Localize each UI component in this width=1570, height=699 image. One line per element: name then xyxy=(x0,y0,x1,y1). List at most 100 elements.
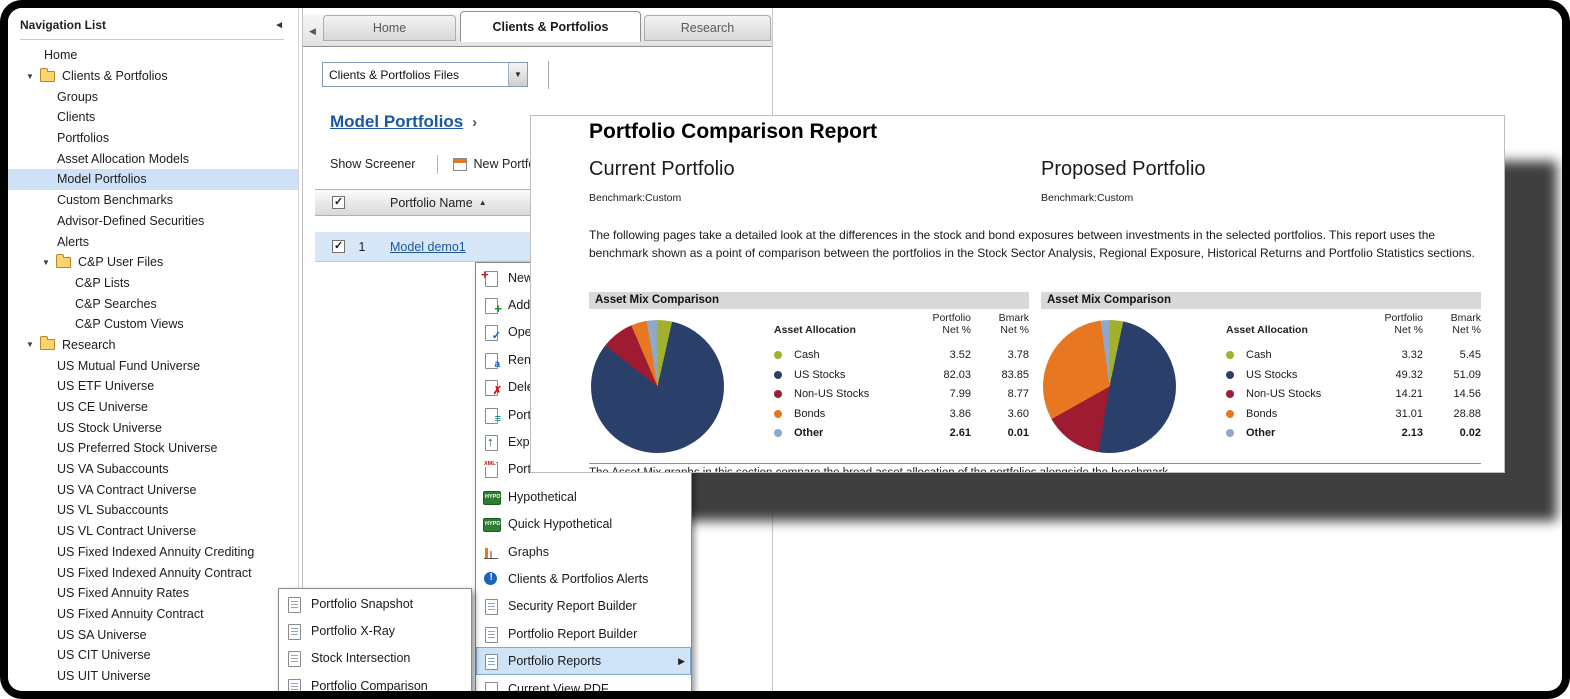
delete-icon xyxy=(483,379,502,397)
submenu-item-portfolio-snapshot[interactable]: Portfolio Snapshot xyxy=(279,590,471,617)
nav-item-us-mutual-fund-universe[interactable]: US Mutual Fund Universe xyxy=(8,355,298,376)
nav-item-c-p-searches[interactable]: C&P Searches xyxy=(8,293,298,314)
legend-label: Non-US Stocks xyxy=(1246,388,1322,401)
nav-item-us-sa-universe[interactable]: US SA Universe xyxy=(8,624,298,645)
menu-item-label: Portfolio X-Ray xyxy=(311,624,396,639)
nav-item-us-va-contract-universe[interactable]: US VA Contract Universe xyxy=(8,479,298,500)
menu-item-portfolio-reports[interactable]: Portfolio Reports ▶ xyxy=(476,647,691,675)
folder-icon xyxy=(56,253,71,268)
tab-home[interactable]: Home xyxy=(323,15,456,41)
menu-item-portfolio-report-builder[interactable]: Portfolio Report Builder xyxy=(476,620,691,647)
bmark-net-value: 83.85 xyxy=(1001,368,1029,381)
menu-item-current-view-pdf[interactable]: Current View PDF xyxy=(476,675,691,691)
expand-arrow-icon[interactable]: ▼ xyxy=(26,71,34,81)
nav-item-us-ce-universe[interactable]: US CE Universe xyxy=(8,397,298,418)
open-icon xyxy=(483,324,501,342)
legend-column-bmark-net: Bmark Net % xyxy=(1450,312,1481,337)
legend-label: US Stocks xyxy=(1246,368,1298,381)
nav-item-home[interactable]: Home xyxy=(8,45,298,66)
nav-item-alerts[interactable]: Alerts xyxy=(8,231,298,252)
nav-item-groups[interactable]: Groups xyxy=(8,86,298,107)
menu-item-label: Security Report Builder xyxy=(508,599,637,614)
nav-item-model-portfolios[interactable]: Model Portfolios xyxy=(8,169,298,190)
column-header-portfolio-name[interactable]: Portfolio Name xyxy=(390,195,473,210)
nav-item-label: Asset Allocation Models xyxy=(57,151,190,166)
nav-item-research[interactable]: ▼ Research xyxy=(8,335,298,356)
doc-icon xyxy=(483,598,500,616)
asset-mix-section-proposed: Asset Mix Comparison Asset Allocation Por… xyxy=(1041,292,1481,472)
nav-item-c-p-user-files[interactable]: ▼ C&P User Files xyxy=(8,252,298,273)
sort-asc-icon[interactable]: ▲ xyxy=(478,198,487,207)
nav-item-label: C&P User Files xyxy=(78,255,164,270)
row-checkbox[interactable] xyxy=(332,239,345,253)
nav-item-advisor-defined-securities[interactable]: Advisor-Defined Securities xyxy=(8,211,298,232)
bmark-net-value: 51.09 xyxy=(1453,368,1481,381)
nav-item-us-cit-universe[interactable]: US CIT Universe xyxy=(8,645,298,666)
tab-research[interactable]: Research xyxy=(644,15,771,41)
submenu-item-portfolio-x-ray[interactable]: Portfolio X-Ray xyxy=(279,617,471,644)
bmark-net-value: 14.56 xyxy=(1453,388,1481,401)
nav-item-label: Research xyxy=(62,337,116,352)
submenu-item-portfolio-comparison[interactable]: Portfolio Comparison xyxy=(279,672,471,691)
legend-column-asset-allocation: Asset Allocation xyxy=(774,324,856,337)
nav-item-c-p-lists[interactable]: C&P Lists xyxy=(8,273,298,294)
nav-item-us-stock-universe[interactable]: US Stock Universe xyxy=(8,417,298,438)
legend-label: Non-US Stocks xyxy=(794,388,870,401)
nav-item-us-fixed-indexed-annuity-contract[interactable]: US Fixed Indexed Annuity Contract xyxy=(8,562,298,583)
asset-mix-pie-current xyxy=(591,320,724,453)
page-title-link[interactable]: Model Portfolios xyxy=(330,112,464,131)
show-screener-link[interactable]: Show Screener xyxy=(330,157,416,171)
tab-clients-portfolios[interactable]: Clients & Portfolios xyxy=(460,11,641,42)
other-color-swatch xyxy=(774,429,782,438)
files-dropdown[interactable]: Clients & Portfolios Files ▼ xyxy=(322,62,528,87)
menu-item-security-report-builder[interactable]: Security Report Builder xyxy=(476,593,691,620)
nav-item-clients-portfolios[interactable]: ▼ Clients & Portfolios xyxy=(8,66,298,87)
new-portfolio-link[interactable]: New Portfolio xyxy=(473,157,548,171)
portfolio-reports-submenu: Portfolio Snapshot Portfolio X-Ray Stock I… xyxy=(278,588,472,691)
asset-mix-section-header: Asset Mix Comparison xyxy=(589,292,1029,309)
sidebar-title: Navigation List xyxy=(20,18,107,32)
menu-item-label: Clients & Portfolios Alerts xyxy=(508,571,649,586)
legend-label: US Stocks xyxy=(794,368,846,381)
nav-item-c-p-custom-views[interactable]: C&P Custom Views xyxy=(8,314,298,335)
portfolio-comparison-report: Portfolio Comparison Report Current Port… xyxy=(530,115,1505,473)
nav-item-us-va-subaccounts[interactable]: US VA Subaccounts xyxy=(8,459,298,480)
nav-item-us-uit-universe[interactable]: US UIT Universe xyxy=(8,666,298,687)
nav-item-portfolios[interactable]: Portfolios xyxy=(8,128,298,149)
portfolio-net-value: 3.32 xyxy=(1401,348,1423,361)
nav-item-us-fixed-indexed-annuity-crediting[interactable]: US Fixed Indexed Annuity Crediting xyxy=(8,542,298,563)
nav-item-clients[interactable]: Clients xyxy=(8,107,298,128)
legend-column-asset-allocation: Asset Allocation xyxy=(1226,324,1308,337)
asset-mix-legend-current: Asset Allocation Portfolio Net % Bmark Net… xyxy=(774,312,1029,443)
nav-item-us-vl-contract-universe[interactable]: US VL Contract Universe xyxy=(8,521,298,542)
menu-item-quick-hypothetical[interactable]: Quick Hypothetical xyxy=(476,511,691,538)
menu-item-hypothetical[interactable]: Hypothetical xyxy=(476,483,691,510)
current-portfolio-benchmark: Benchmark:Custom xyxy=(589,192,682,204)
expand-arrow-icon[interactable]: ▼ xyxy=(26,340,34,350)
submenu-item-stock-intersection[interactable]: Stock Intersection xyxy=(279,645,471,672)
menu-item-graphs[interactable]: Graphs xyxy=(476,538,691,565)
cash-color-swatch xyxy=(1226,350,1234,359)
us-stocks-color-swatch xyxy=(1226,370,1234,379)
portfolio-name-link[interactable]: Model demo1 xyxy=(390,239,466,254)
select-all-checkbox[interactable] xyxy=(332,195,345,209)
nav-item-custom-benchmarks[interactable]: Custom Benchmarks xyxy=(8,190,298,211)
list-toolbar: Show Screener New Portfolio xyxy=(330,154,548,174)
legend-row-us-stocks: US Stocks 82.03 83.85 xyxy=(774,365,1029,385)
asset-mix-section-current: Asset Mix Comparison Asset Allocation Por… xyxy=(589,292,1029,472)
legend-column-portfolio-net: Portfolio Net % xyxy=(932,312,971,337)
nav-item-us-etf-universe[interactable]: US ETF Universe xyxy=(8,376,298,397)
nav-item-asset-allocation-models[interactable]: Asset Allocation Models xyxy=(8,148,298,169)
nav-item-us-fixed-annuity-contract[interactable]: US Fixed Annuity Contract xyxy=(8,604,298,625)
tab-scroll-left-icon[interactable]: ◀ xyxy=(309,26,316,36)
nav-item-us-vl-subaccounts[interactable]: US VL Subaccounts xyxy=(8,500,298,521)
nav-item-us-preferred-stock-universe[interactable]: US Preferred Stock Universe xyxy=(8,438,298,459)
menu-item-label: Quick Hypothetical xyxy=(508,517,613,532)
nav-item-us-fixed-annuity-rates[interactable]: US Fixed Annuity Rates xyxy=(8,583,298,604)
expand-arrow-icon[interactable]: ▼ xyxy=(42,257,50,267)
menu-item-clients-portfolios-alerts[interactable]: Clients & Portfolios Alerts xyxy=(476,565,691,592)
sidebar-collapse-icon[interactable]: ◄ xyxy=(274,19,284,31)
legend-header: Asset Allocation Portfolio Net % Bmark Net… xyxy=(774,312,1029,336)
dropdown-arrow-icon[interactable]: ▼ xyxy=(508,63,527,86)
nav-item-label: Groups xyxy=(57,89,98,104)
